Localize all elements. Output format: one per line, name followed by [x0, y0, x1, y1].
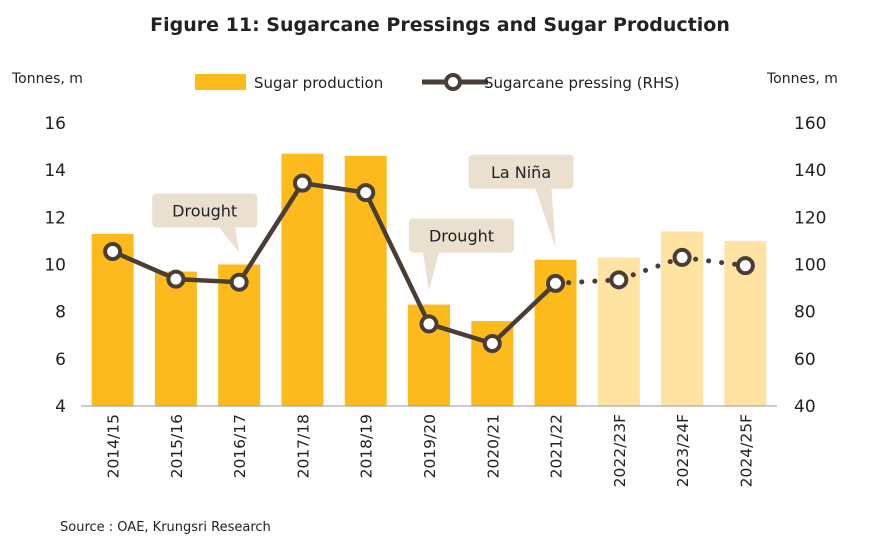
- left-tick-label: 14: [44, 161, 66, 181]
- bar-2020-21: [471, 321, 514, 406]
- left-axis-ticks: 4 6 8 10 12 14 16: [44, 114, 66, 417]
- line-actual: [111, 180, 558, 346]
- legend-label-sugarcane-pressing: Sugarcane pressing (RHS): [484, 74, 680, 92]
- source-note: Source : OAE, Krungsri Research: [60, 520, 271, 535]
- left-tick-label: 12: [44, 208, 66, 228]
- line-point-2017-18: [292, 173, 312, 193]
- line-point-2022-23F: [609, 270, 629, 290]
- line-point-2014-15: [103, 242, 123, 262]
- left-tick-label: 6: [55, 350, 66, 370]
- callout-label: Drought: [429, 227, 494, 246]
- x-tick-label: 2020/21: [484, 414, 502, 478]
- callout-box: [152, 193, 258, 228]
- callout-box: [468, 154, 574, 189]
- bar-2015-16: [154, 271, 197, 406]
- x-tick-label: 2018/19: [358, 414, 376, 478]
- x-tick-label: 2019/20: [421, 414, 439, 478]
- x-tick-label: 2015/16: [168, 414, 186, 478]
- callout-pointer: [535, 188, 556, 248]
- right-axis-label: Tonnes, m: [766, 71, 838, 87]
- line-point-2021-22: [546, 273, 566, 293]
- callout-pointer: [219, 227, 240, 253]
- x-tick-label: 2017/18: [294, 414, 312, 478]
- left-axis-label: Tonnes, m: [11, 71, 83, 87]
- x-tick-label: 2023/24F: [674, 414, 692, 487]
- annotations: Drought Drought La Niña: [152, 154, 574, 291]
- left-tick-label: 10: [44, 256, 66, 276]
- x-tick-label: 2016/17: [231, 414, 249, 478]
- right-tick-label: 40: [794, 397, 816, 417]
- line-point-2016-17: [229, 272, 249, 292]
- left-tick-label: 8: [55, 303, 66, 323]
- line-point-2024-25F: [735, 256, 755, 276]
- legend-swatch-marker: [444, 73, 462, 91]
- line-forecast: [553, 254, 748, 286]
- bar-series: [91, 153, 767, 406]
- callout-box: [409, 218, 514, 253]
- right-tick-label: 140: [794, 161, 826, 181]
- x-axis-ticks: 2014/15 2015/16 2016/17 2017/18 2018/19 2019/…: [105, 414, 756, 487]
- x-tick-label: 2022/23F: [611, 414, 629, 487]
- callout-label: Drought: [172, 202, 237, 221]
- legend: Sugar production Sugarcane pressing (RHS…: [195, 73, 680, 92]
- x-tick-label: 2014/15: [105, 414, 123, 478]
- line-point-2018-19: [356, 183, 376, 203]
- callout-pointer: [423, 252, 439, 291]
- chart-title: Figure 11: Sugarcane Pressings and Sugar…: [150, 14, 730, 36]
- right-tick-label: 60: [794, 350, 816, 370]
- line-point-2023-24F: [672, 247, 692, 267]
- line-point-2020-21: [482, 334, 502, 354]
- right-tick-label: 100: [794, 256, 826, 276]
- x-tick-label: 2021/22: [548, 414, 566, 478]
- left-tick-label: 16: [44, 114, 66, 134]
- bar-2014-15: [91, 233, 134, 406]
- legend-label-sugar-production: Sugar production: [254, 74, 383, 92]
- callout-label: La Niña: [491, 163, 551, 182]
- right-tick-label: 80: [794, 303, 816, 323]
- line-series: [103, 173, 755, 354]
- line-point-2019-20: [419, 314, 439, 334]
- right-axis-ticks: 40 60 80 100 120 140 160: [794, 114, 826, 417]
- right-tick-label: 160: [794, 114, 826, 134]
- line-point-2015-16: [166, 269, 186, 289]
- legend-swatch-bar: [195, 74, 246, 90]
- left-tick-label: 4: [55, 397, 66, 417]
- bar-2017-18: [281, 153, 324, 406]
- x-tick-label: 2024/25F: [737, 414, 755, 487]
- right-tick-label: 120: [794, 208, 826, 228]
